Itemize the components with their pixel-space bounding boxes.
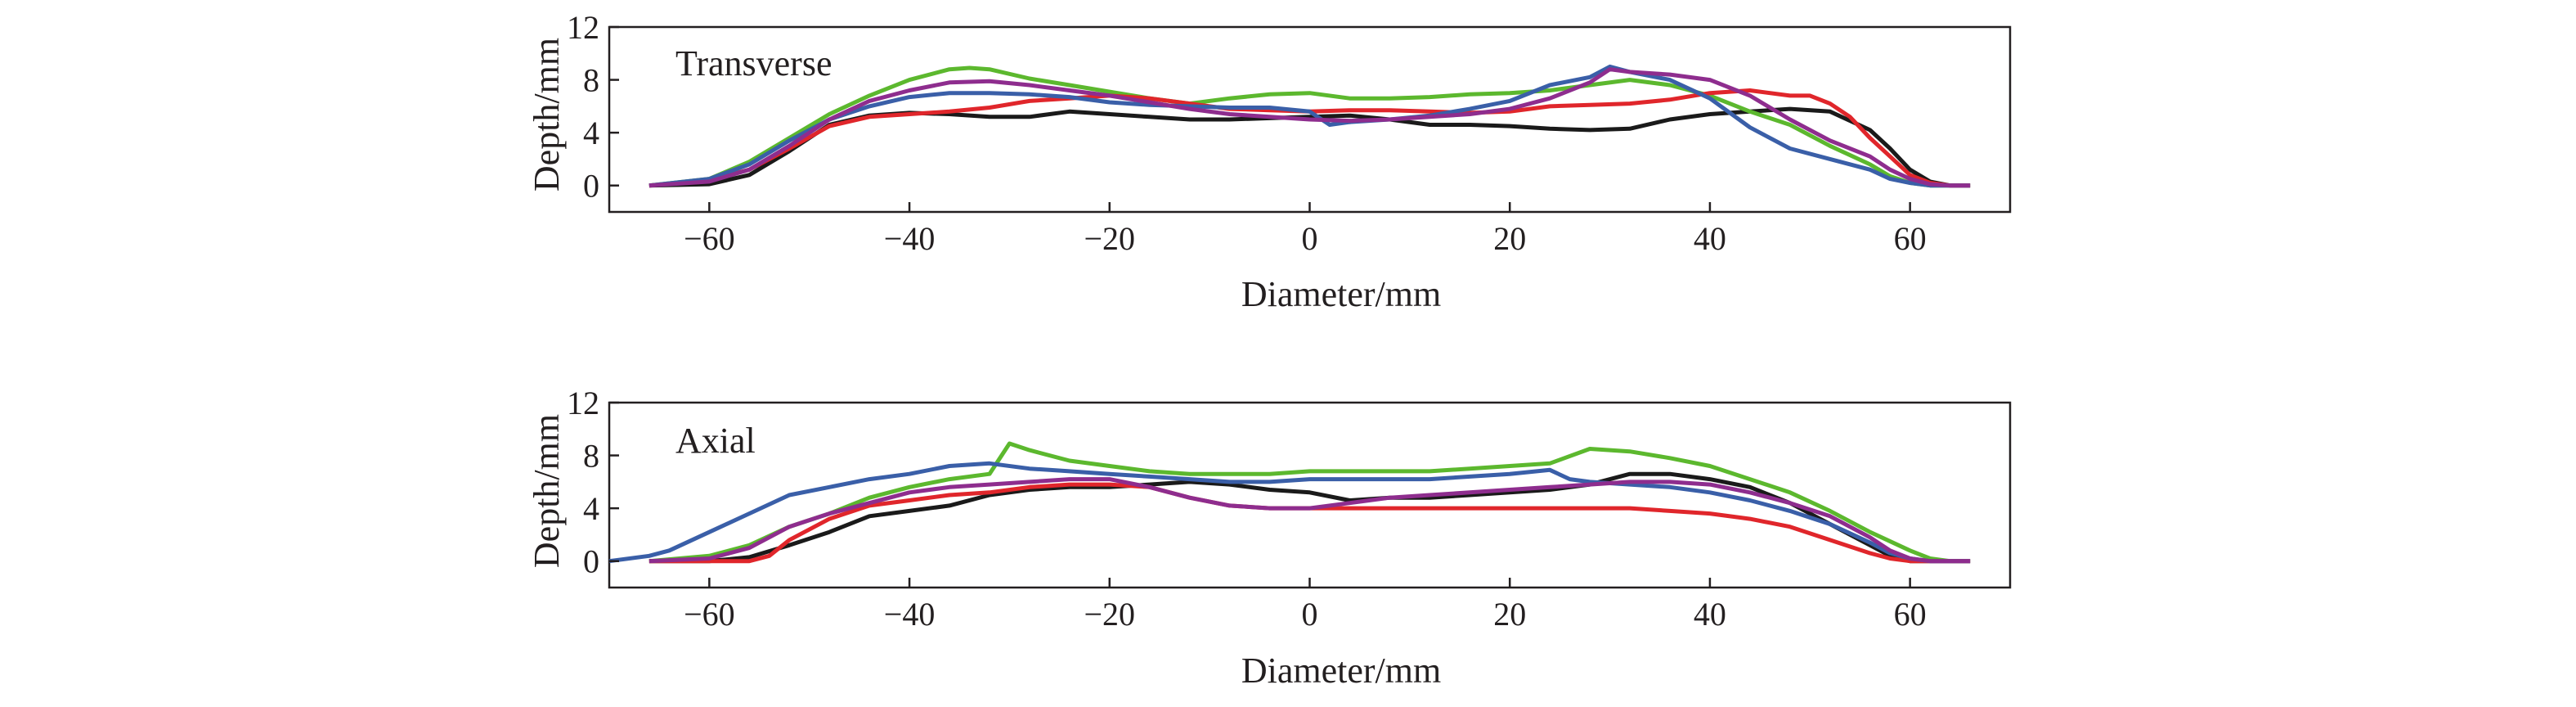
x-tick-label: 60 bbox=[1894, 596, 1927, 633]
x-tick-label: −40 bbox=[884, 596, 936, 633]
y-axis-label: Depth/mm bbox=[527, 414, 567, 568]
y-tick-label: 12 bbox=[567, 9, 599, 46]
line-series-group bbox=[608, 441, 1971, 564]
y-axis-label: Depth/mm bbox=[527, 38, 567, 191]
series-line-green bbox=[648, 65, 1971, 188]
x-tick-label: −20 bbox=[1084, 596, 1136, 633]
y-tick-label: 0 bbox=[583, 543, 599, 580]
x-tick-label: 0 bbox=[1302, 596, 1318, 633]
x-tick-label: 0 bbox=[1302, 220, 1318, 257]
x-tick-label: 40 bbox=[1694, 596, 1726, 633]
transverse-panel: −60 −40 −20 0 20 40 60 0 4 8 12 Transverse Diamete… bbox=[527, 9, 2012, 314]
x-tick-label: 20 bbox=[1493, 220, 1526, 257]
x-axis-label: Diameter/mm bbox=[1241, 274, 1441, 314]
tick-group: −60 −40 −20 0 20 40 60 0 4 8 12 bbox=[567, 385, 1927, 633]
x-tick-label: 20 bbox=[1493, 596, 1526, 633]
series-line-purple bbox=[648, 477, 1971, 564]
y-tick-label: 12 bbox=[567, 385, 599, 421]
x-tick-label: −60 bbox=[684, 220, 735, 257]
panel-label: Axial bbox=[675, 421, 756, 461]
series-line-purple bbox=[648, 67, 1971, 188]
x-axis-label: Diameter/mm bbox=[1241, 651, 1441, 691]
y-tick-label: 8 bbox=[583, 438, 599, 475]
panel-label: Transverse bbox=[675, 43, 832, 83]
x-tick-label: −20 bbox=[1084, 220, 1136, 257]
y-tick-label: 0 bbox=[583, 168, 599, 205]
series-line-blue bbox=[608, 461, 1971, 564]
line-series-group bbox=[648, 64, 1971, 188]
x-tick-label: 60 bbox=[1894, 220, 1927, 257]
x-tick-label: −40 bbox=[884, 220, 936, 257]
series-line-red bbox=[648, 88, 1971, 188]
x-tick-label: −60 bbox=[684, 596, 735, 633]
x-tick-label: 40 bbox=[1694, 220, 1726, 257]
series-line-red bbox=[648, 482, 1971, 564]
tick-group: −60 −40 −20 0 20 40 60 0 4 8 12 bbox=[567, 9, 1927, 257]
y-tick-label: 4 bbox=[583, 490, 599, 527]
series-line-blue bbox=[648, 64, 1971, 188]
y-tick-label: 4 bbox=[583, 115, 599, 151]
y-tick-label: 8 bbox=[583, 62, 599, 99]
series-line-green bbox=[648, 441, 1971, 564]
